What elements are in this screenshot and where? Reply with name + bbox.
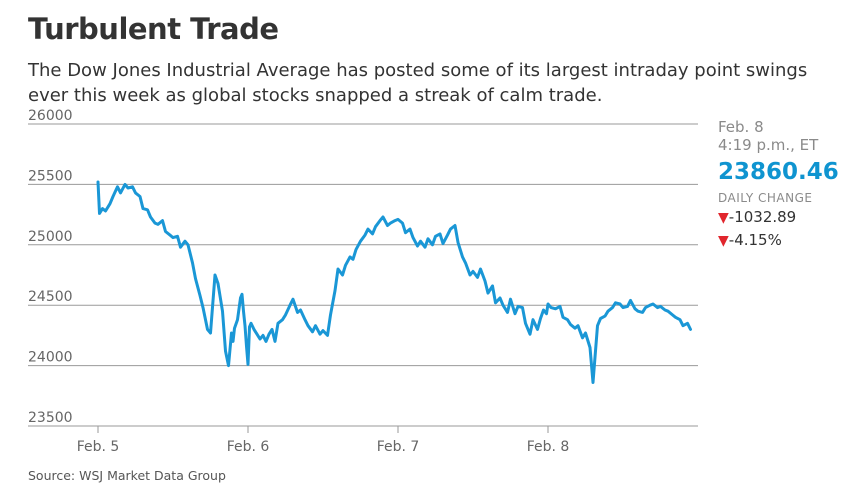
series-line	[96, 180, 692, 384]
x-tick-label: Feb. 5	[77, 439, 120, 455]
y-tick-label: 24000	[28, 350, 73, 366]
y-tick-label: 25000	[28, 229, 73, 245]
change-percent-row: ▼-4.15%	[718, 229, 858, 252]
change-points: -1032.89	[728, 208, 797, 226]
latest-value: 23860.46	[718, 159, 839, 185]
y-tick-label: 24500	[28, 289, 73, 305]
y-tick-label: 25500	[28, 168, 73, 184]
change-percent: -4.15%	[728, 231, 782, 249]
latest-value-panel: Feb. 8 4:19 p.m., ET 23860.46 DAILY CHAN…	[718, 118, 858, 252]
latest-time: 4:19 p.m., ET	[718, 136, 819, 154]
triangle-down-icon: ▼	[718, 233, 729, 249]
chart-title: Turbulent Trade	[28, 12, 279, 46]
change-points-row: ▼-1032.89	[718, 206, 858, 229]
latest-date: Feb. 8	[718, 118, 764, 136]
source-note: Source: WSJ Market Data Group	[28, 468, 226, 483]
gridlines	[28, 123, 698, 427]
y-axis-ticks: 26000 25500 25000 24500 24000 23500	[28, 108, 73, 426]
chart-subtitle: The Dow Jones Industrial Average has pos…	[28, 60, 808, 106]
x-axis-ticks: Feb. 5 Feb. 6 Feb. 7 Feb. 8	[77, 426, 570, 455]
x-tick-label: Feb. 7	[377, 439, 420, 455]
triangle-down-icon: ▼	[718, 210, 729, 226]
y-tick-label: 23500	[28, 410, 73, 426]
y-tick-label: 26000	[28, 108, 73, 124]
x-tick-label: Feb. 8	[527, 439, 570, 455]
series-layer	[96, 180, 692, 384]
daily-change-label: DAILY CHANGE	[718, 191, 813, 205]
x-tick-label: Feb. 6	[227, 439, 270, 455]
